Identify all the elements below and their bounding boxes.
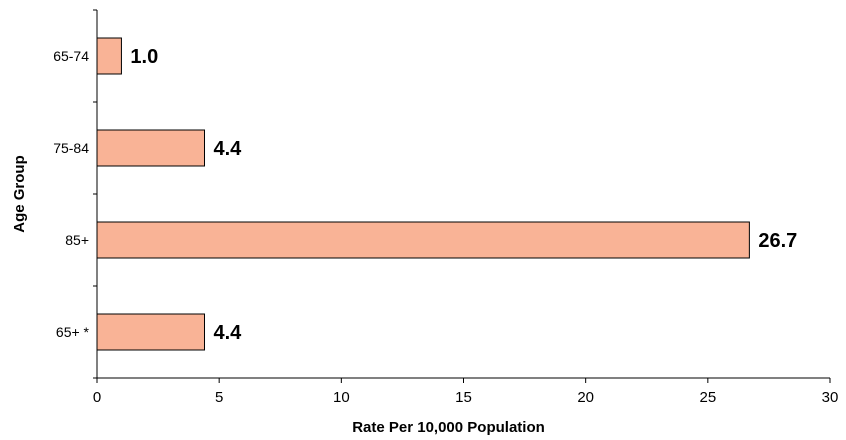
x-tick-label-4: 20 (577, 389, 594, 406)
x-tick-label-3: 15 (455, 389, 472, 406)
x-tick-label-1: 5 (215, 389, 223, 406)
x-tick-label-5: 25 (699, 389, 716, 406)
value-label-1: 1.0 (130, 46, 158, 68)
value-label-3: 26.7 (758, 230, 797, 252)
bar-4 (96, 313, 206, 351)
value-label-2: 4.4 (214, 138, 243, 160)
bar-2 (96, 129, 206, 167)
x-tick-label-2: 10 (333, 389, 350, 406)
category-label-4: 65+ * (56, 324, 90, 340)
axes-layer (93, 9, 831, 383)
x-tick-label-6: 30 (822, 389, 839, 406)
x-axis-title: Rate Per 10,000 Population (352, 419, 545, 436)
value-label-4: 4.4 (214, 322, 243, 344)
y-axis-title: Age Group (11, 155, 28, 233)
bar-3 (96, 221, 750, 259)
labels-layer: 1.0 65-74 4.4 75-84 26.7 85+ 4.4 65+ * 0 5 10 15 20 2… (53, 46, 838, 406)
x-tick-label-0: 0 (93, 389, 101, 406)
category-label-2: 75-84 (53, 140, 89, 156)
category-label-3: 85+ (65, 232, 89, 248)
category-label-1: 65-74 (53, 48, 89, 64)
bars-layer (96, 37, 750, 351)
bar-1 (96, 37, 122, 75)
